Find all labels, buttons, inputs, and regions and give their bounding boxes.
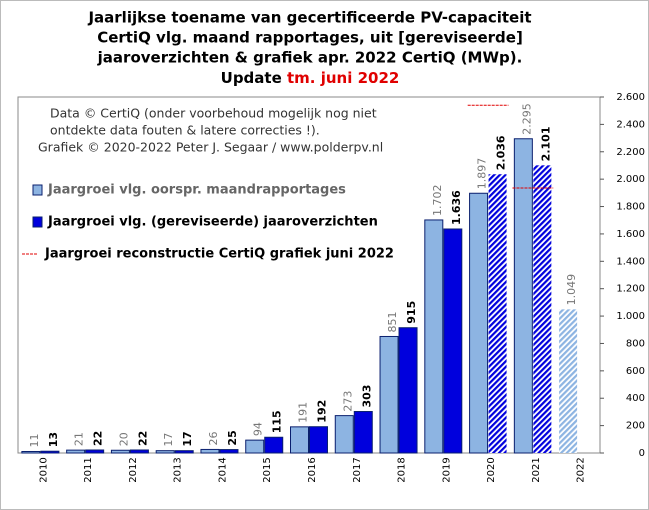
y-tick-label: 2.200 — [616, 147, 645, 158]
value-label: 2.295 — [520, 103, 533, 135]
y-tick-label: 1.800 — [616, 202, 645, 213]
y-tick-label: 1.200 — [616, 284, 645, 295]
x-tick-label: 2016 — [307, 457, 318, 482]
legend-marker — [32, 184, 43, 196]
value-label: 1.897 — [476, 158, 489, 189]
bar — [353, 411, 373, 454]
value-label: 13 — [47, 432, 60, 447]
value-label: 851 — [386, 311, 399, 332]
value-label: 17 — [162, 433, 175, 447]
x-tick-label: 2017 — [352, 457, 363, 482]
y-tick-label: 1.600 — [616, 229, 645, 240]
value-label: 915 — [405, 301, 418, 324]
annotation: Grafiek © 2020-2022 Peter J. Segaar / ww… — [38, 140, 383, 155]
value-label: 191 — [297, 402, 310, 423]
x-tick-label: 2010 — [38, 457, 49, 482]
bar — [533, 165, 552, 453]
y-tick-label: 2.400 — [616, 119, 645, 130]
y-tick-label: 2.000 — [616, 174, 645, 185]
x-tick-label: 2015 — [262, 457, 273, 482]
value-label: 26 — [207, 431, 220, 445]
bar — [129, 449, 149, 454]
bar — [245, 439, 265, 454]
value-label: 17 — [181, 431, 194, 446]
value-label: 1.049 — [565, 274, 578, 306]
value-label: 94 — [252, 422, 265, 436]
value-label: 2.101 — [539, 127, 552, 162]
x-tick-label: 2011 — [83, 457, 94, 482]
legend-label: Jaargroei vlg. (gereviseerde) jaaroverzi… — [47, 215, 378, 230]
x-tick-label: 2021 — [531, 457, 542, 482]
bar — [379, 335, 399, 454]
value-label: 25 — [226, 430, 239, 445]
legend-marker — [32, 216, 43, 228]
bar — [309, 426, 328, 454]
value-label: 22 — [92, 431, 105, 446]
bar — [66, 449, 86, 454]
bar — [334, 415, 354, 454]
bar — [110, 449, 130, 454]
legend-label: Jaargroei vlg. oorspr. maandrapportages — [47, 183, 346, 198]
x-tick-label: 2020 — [486, 457, 497, 482]
x-tick-label: 2013 — [173, 457, 184, 482]
bar — [264, 436, 284, 454]
value-label: 273 — [341, 391, 354, 412]
bar — [559, 309, 578, 453]
bar — [174, 450, 194, 454]
legend-label: Jaargroei reconstructie CertiQ grafiek j… — [44, 247, 394, 262]
value-label: 1.636 — [450, 190, 463, 225]
bar — [219, 449, 239, 454]
bar — [21, 450, 41, 454]
bar — [85, 449, 105, 454]
bar — [398, 327, 418, 454]
x-tick-label: 2019 — [441, 457, 452, 482]
value-label: 115 — [271, 410, 284, 433]
value-label: 2.036 — [495, 135, 508, 170]
bar — [443, 228, 463, 454]
y-tick-label: 200 — [626, 421, 645, 432]
annotation: ontdekte data fouten & latere correcties… — [50, 123, 320, 138]
chart-title: CertiQ vlg. maand rapportages, uit [gere… — [97, 29, 523, 47]
y-tick-label: 400 — [626, 393, 645, 404]
bar — [40, 450, 60, 454]
y-tick-label: 1.000 — [616, 311, 645, 322]
y-tick-label: 0 — [639, 448, 645, 459]
x-tick-label: 2014 — [217, 457, 228, 482]
y-tick-label: 600 — [626, 366, 645, 377]
x-tick-label: 2022 — [576, 457, 587, 482]
bar — [469, 192, 489, 454]
bar — [513, 138, 533, 454]
value-label: 11 — [28, 433, 41, 447]
y-tick-label: 2.600 — [616, 92, 645, 103]
chart-title: Jaarlijkse toename van gecertificeerde P… — [87, 9, 531, 27]
value-label: 192 — [316, 400, 329, 423]
title-highlight: tm. juni 2022 — [287, 69, 399, 87]
x-tick-label: 2018 — [397, 457, 408, 482]
bar — [290, 426, 309, 454]
value-label: 20 — [117, 432, 130, 446]
value-label: 1.702 — [431, 184, 444, 216]
x-tick-label: 2012 — [128, 457, 139, 482]
value-label: 21 — [73, 432, 86, 446]
chart-title: Update — [221, 69, 282, 87]
bar — [200, 448, 220, 454]
chart-title: jaaroverzichten & grafiek apr. 2022 Cert… — [97, 49, 523, 67]
y-tick-label: 1.400 — [616, 256, 645, 267]
bar — [488, 174, 507, 453]
bar — [424, 219, 444, 454]
annotation: Data © CertiQ (onder voorbehoud mogelijk… — [50, 106, 377, 121]
chart-title: Update tm. juni 2022 — [221, 69, 400, 87]
y-tick-label: 800 — [626, 338, 645, 349]
value-label: 303 — [360, 385, 373, 408]
value-label: 22 — [136, 431, 149, 446]
bar — [155, 450, 175, 454]
